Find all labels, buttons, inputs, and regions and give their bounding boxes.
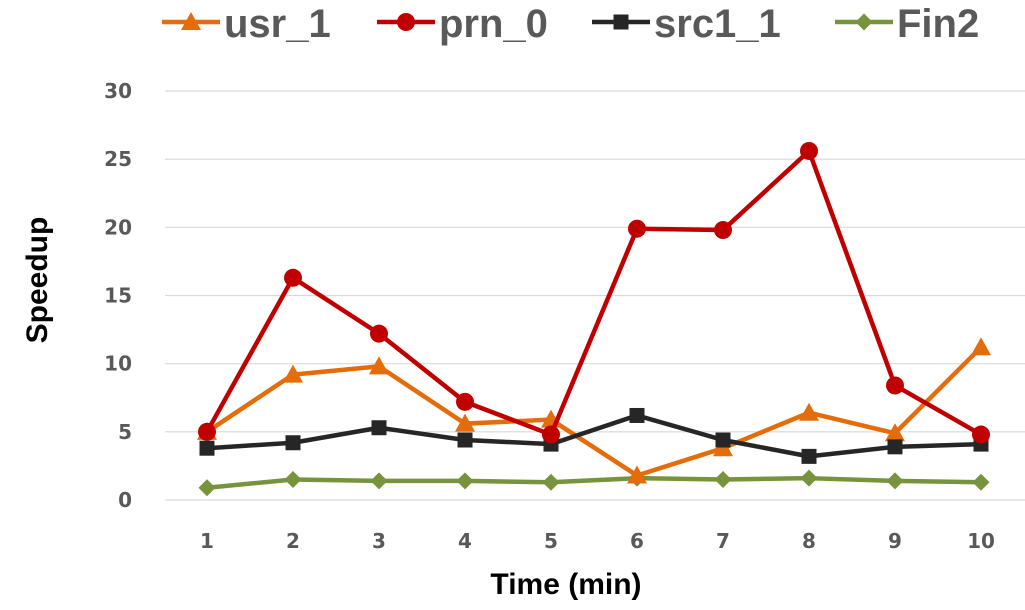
legend-marker	[613, 14, 629, 30]
legend: usr_1 prn_0 src1_1 Fin2	[162, 2, 979, 46]
x-tick-label: 4	[458, 529, 472, 553]
data-point	[886, 472, 904, 490]
data-point	[542, 473, 560, 491]
data-point	[542, 425, 560, 444]
data-point	[199, 440, 215, 456]
y-axis-title: Speedup	[21, 217, 54, 344]
x-tick-label: 2	[286, 529, 300, 553]
data-point	[369, 356, 389, 375]
series-usr_1	[197, 337, 991, 484]
data-point	[198, 479, 216, 497]
legend-item: prn_0	[377, 2, 548, 46]
data-point	[283, 364, 303, 383]
y-tick-label: 10	[104, 352, 132, 376]
x-tick-label: 6	[630, 529, 644, 553]
legend-item: src1_1	[592, 2, 781, 46]
legend-label: src1_1	[654, 2, 781, 46]
y-tick-label: 20	[104, 215, 132, 239]
legend-marker	[855, 13, 873, 31]
legend-item: Fin2	[835, 2, 979, 46]
x-axis-ticks: 1 2 3 4 5 6 7 8 9 10	[200, 529, 995, 553]
legend-label: prn_0	[439, 2, 548, 46]
data-point	[801, 448, 817, 464]
x-axis-title: Time (min)	[490, 568, 641, 601]
y-tick-label: 15	[104, 284, 132, 308]
data-point	[714, 221, 732, 240]
y-tick-label: 0	[118, 488, 132, 512]
data-point	[627, 465, 647, 484]
x-tick-label: 5	[544, 529, 558, 553]
series-line	[205, 345, 983, 478]
data-point	[370, 472, 388, 490]
series-line	[206, 413, 982, 459]
data-point	[370, 324, 388, 343]
x-tick-label: 7	[716, 529, 730, 553]
legend-label: usr_1	[224, 2, 331, 46]
y-tick-label: 5	[118, 420, 132, 444]
series-src1_1	[199, 407, 989, 464]
data-point	[972, 473, 990, 491]
data-point	[285, 435, 301, 451]
series-prn_0	[198, 141, 990, 444]
gridlines	[165, 90, 1025, 501]
x-tick-label: 9	[888, 529, 902, 553]
x-tick-label: 1	[200, 529, 214, 553]
series-Fin2	[198, 469, 990, 497]
data-point	[714, 471, 732, 489]
data-point	[198, 422, 216, 441]
legend-item: usr_1	[162, 2, 331, 46]
series-lines	[197, 141, 991, 497]
data-point	[715, 432, 731, 448]
series-line	[206, 475, 982, 490]
data-point	[972, 425, 990, 444]
data-point	[887, 439, 903, 455]
legend-marker	[397, 13, 415, 31]
data-point	[886, 376, 904, 395]
data-point	[457, 432, 473, 448]
data-point	[885, 423, 905, 442]
data-point	[799, 402, 819, 421]
data-point	[800, 141, 818, 160]
legend-label: Fin2	[897, 2, 979, 46]
data-point	[284, 268, 302, 287]
x-tick-label: 10	[967, 529, 995, 553]
data-point	[628, 219, 646, 238]
data-point	[971, 337, 991, 356]
data-point	[456, 472, 474, 490]
series-line	[205, 148, 983, 437]
data-point	[456, 392, 474, 411]
legend-marker	[181, 12, 201, 30]
y-tick-label: 25	[104, 147, 132, 171]
data-point	[284, 471, 302, 489]
data-point	[629, 407, 645, 423]
data-point	[371, 420, 387, 436]
x-tick-label: 3	[372, 529, 386, 553]
data-point	[800, 469, 818, 487]
y-axis-ticks: 0 5 10 15 20 25 30	[104, 79, 132, 512]
y-tick-label: 30	[104, 79, 132, 103]
data-point	[455, 413, 475, 432]
x-tick-label: 8	[802, 529, 816, 553]
